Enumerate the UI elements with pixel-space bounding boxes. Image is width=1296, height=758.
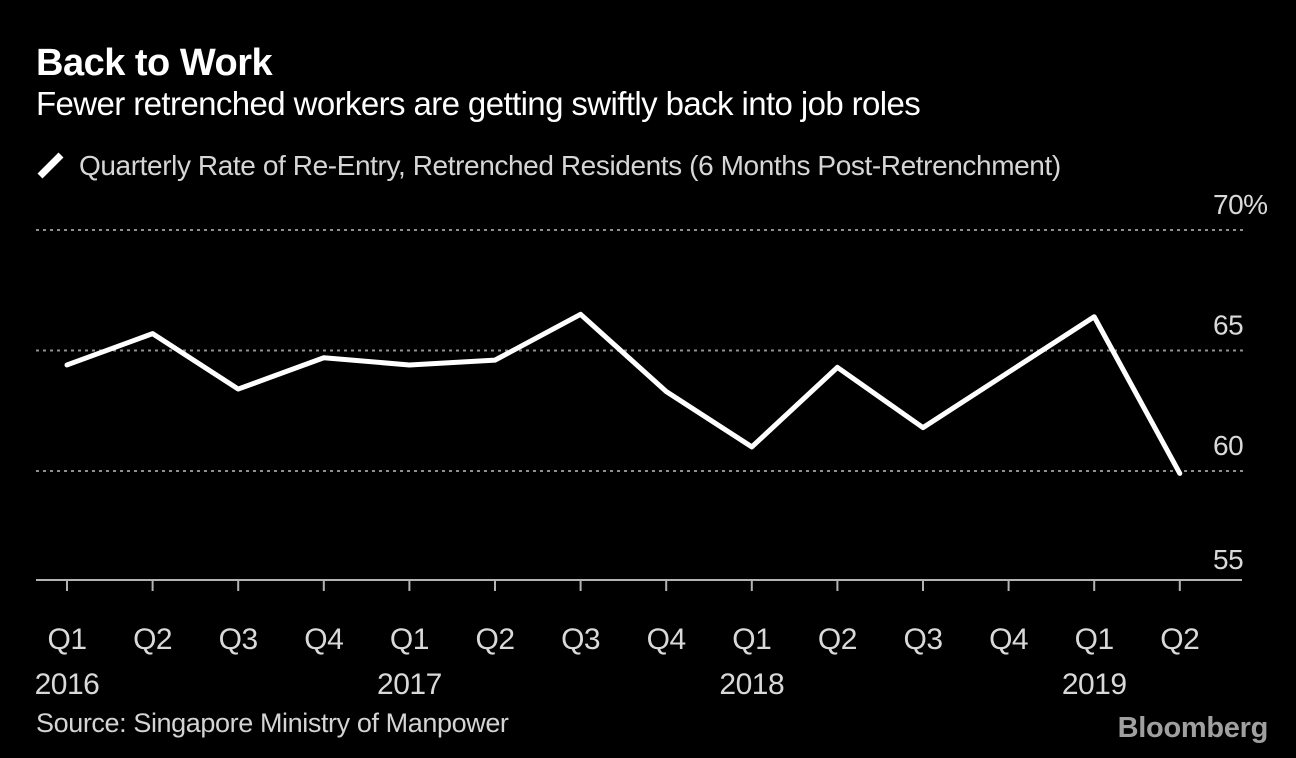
x-tick-label: Q4 <box>647 623 686 656</box>
x-tick-label: Q4 <box>989 623 1028 656</box>
bloomberg-logo: Bloomberg <box>1117 712 1269 744</box>
x-tick-label: Q1 <box>47 623 86 656</box>
x-tick-label: Q3 <box>903 623 942 656</box>
y-tick-label: 55 <box>1213 544 1243 575</box>
data-line <box>64 311 1183 476</box>
x-tick-label: Q3 <box>561 623 600 656</box>
x-tick-label: Q2 <box>475 623 514 656</box>
legend: Quarterly Rate of Re-Entry, Retrenched R… <box>36 150 1061 182</box>
x-tick-label: Q1 <box>1075 623 1114 656</box>
x-tick-label: Q1 <box>732 623 771 656</box>
legend-label: Quarterly Rate of Re-Entry, Retrenched R… <box>79 150 1061 181</box>
source-note: Source: Singapore Ministry of Manpower <box>36 708 509 738</box>
x-tick-label: Q1 <box>390 623 429 656</box>
x-year-label: 2019 <box>1062 668 1127 701</box>
x-tick-label: Q2 <box>818 623 857 656</box>
chart-subtitle: Fewer retrenched workers are getting swi… <box>36 85 921 122</box>
x-year-label: 2016 <box>35 668 100 701</box>
x-tick-label: Q2 <box>133 623 172 656</box>
y-tick-label: 65 <box>1213 310 1243 341</box>
chart-title: Back to Work <box>36 42 273 84</box>
x-tick-label: Q2 <box>1160 623 1199 656</box>
y-tick-label: 70% <box>1213 189 1268 220</box>
legend-slash-icon <box>37 152 64 179</box>
x-tick-label: Q3 <box>219 623 258 656</box>
x-year-label: 2017 <box>377 668 442 701</box>
x-tick-label: Q4 <box>304 623 343 656</box>
x-year-label: 2018 <box>719 668 784 701</box>
y-tick-label: 60 <box>1213 430 1243 461</box>
line-series-icon <box>37 152 64 179</box>
